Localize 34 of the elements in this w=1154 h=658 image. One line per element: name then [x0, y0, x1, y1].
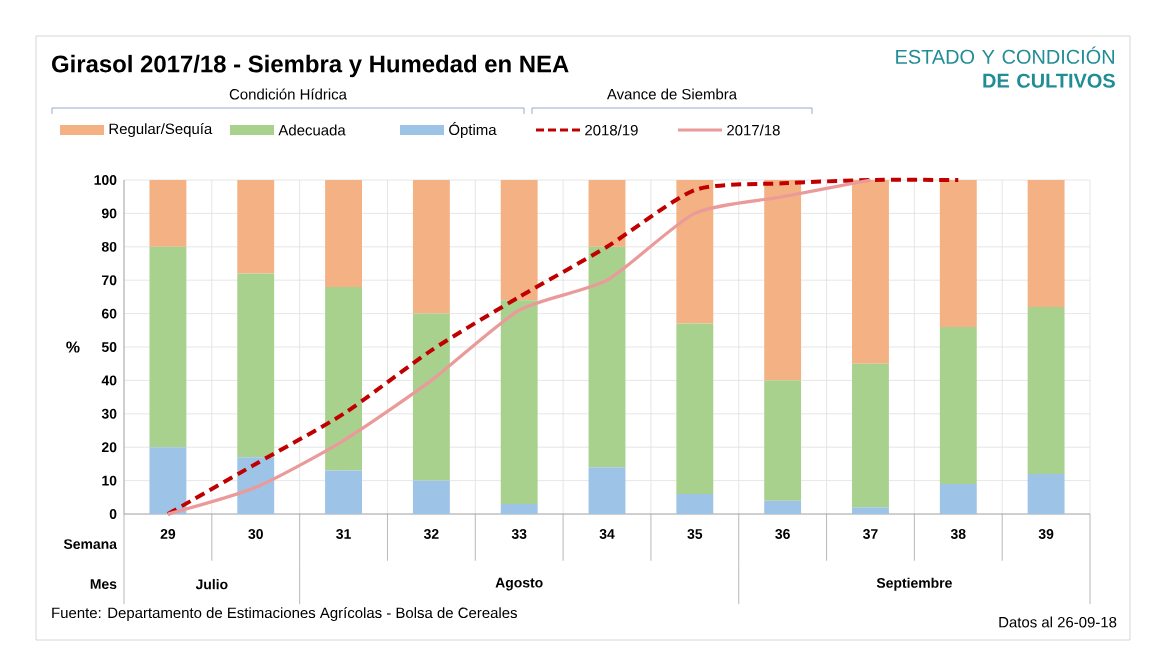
bar	[764, 180, 802, 381]
bar	[852, 180, 889, 364]
bar	[764, 500, 802, 514]
bar	[237, 273, 275, 458]
chart-subtitle: ESTADO Y CONDICIÓN DE CULTIVOS	[896, 46, 1115, 88]
bar	[325, 180, 362, 287]
bar	[1027, 306, 1065, 474]
bar	[325, 286, 362, 471]
bar	[676, 323, 714, 494]
bar	[588, 246, 626, 468]
bar	[939, 483, 977, 514]
bar	[325, 470, 362, 514]
bar	[939, 326, 977, 484]
bar	[852, 507, 889, 514]
bar	[939, 180, 977, 327]
bar	[1027, 180, 1065, 307]
chart-title: Girasol 2017/18 - Siembra y Humedad en NEA	[52, 54, 569, 78]
bar	[412, 180, 450, 314]
bar	[1027, 473, 1065, 514]
bar	[149, 447, 187, 514]
bar	[500, 503, 538, 514]
bar	[237, 180, 275, 274]
bar	[676, 180, 714, 324]
bar	[588, 467, 626, 514]
bar	[149, 246, 187, 448]
bar	[764, 380, 802, 501]
bar	[852, 363, 889, 508]
bar	[412, 313, 450, 481]
bar	[500, 180, 538, 301]
bar	[676, 493, 714, 514]
bar	[500, 300, 538, 504]
bar	[149, 180, 187, 247]
bar	[588, 180, 626, 247]
bar	[412, 480, 450, 514]
